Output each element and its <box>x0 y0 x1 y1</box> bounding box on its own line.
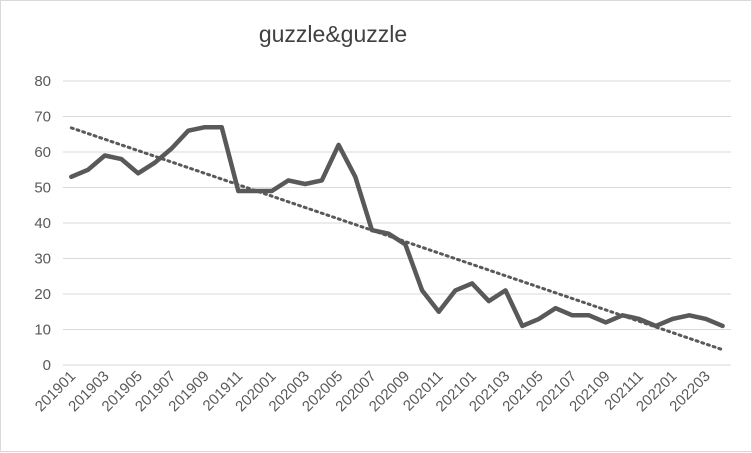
data-point <box>454 289 456 291</box>
data-point <box>488 300 490 302</box>
data-point <box>237 190 239 192</box>
data-point <box>404 243 406 245</box>
data-point <box>471 282 473 284</box>
series-layer <box>69 124 725 329</box>
y-axis-ticks: 0 10 20 30 40 50 60 70 80 <box>34 73 51 374</box>
data-point <box>638 318 640 320</box>
data-point <box>421 289 423 291</box>
data-point <box>271 190 273 192</box>
data-point <box>438 311 440 313</box>
y-tick-label: 10 <box>34 322 51 339</box>
data-point <box>204 126 206 128</box>
x-axis-ticks: 2019012019032019052019072019092019112020… <box>32 368 714 415</box>
data-point <box>705 318 707 320</box>
data-point <box>137 172 139 174</box>
data-point <box>371 229 373 231</box>
chart-title: guzzle&guzzle <box>258 21 408 47</box>
data-point <box>621 314 623 316</box>
y-tick-label: 50 <box>34 180 51 197</box>
data-point <box>104 155 106 157</box>
y-tick-label: 80 <box>34 73 51 90</box>
series-line <box>69 124 725 329</box>
data-point <box>388 233 390 235</box>
data-point <box>304 183 306 185</box>
data-point <box>588 314 590 316</box>
data-point <box>555 307 557 309</box>
data-point <box>605 321 607 323</box>
data-point <box>87 169 89 171</box>
y-tick-label: 0 <box>43 357 51 374</box>
y-tick-label: 20 <box>34 286 51 303</box>
data-point <box>688 314 690 316</box>
data-point <box>655 325 657 327</box>
data-point <box>722 325 724 327</box>
data-point <box>154 162 156 164</box>
data-point <box>505 289 507 291</box>
data-point <box>354 176 356 178</box>
y-tick-label: 70 <box>34 109 51 126</box>
data-point <box>672 318 674 320</box>
data-point <box>120 158 122 160</box>
data-point <box>70 176 72 178</box>
data-point <box>221 126 223 128</box>
y-tick-label: 60 <box>34 144 51 161</box>
y-tick-label: 30 <box>34 251 51 268</box>
data-point <box>338 144 340 146</box>
data-point <box>521 325 523 327</box>
data-point <box>571 314 573 316</box>
data-point <box>187 130 189 132</box>
y-tick-label: 40 <box>34 215 51 232</box>
data-point <box>287 179 289 181</box>
data-point <box>538 318 540 320</box>
data-point <box>321 179 323 181</box>
data-point <box>254 190 256 192</box>
data-point <box>171 147 173 149</box>
gridlines <box>63 80 731 366</box>
